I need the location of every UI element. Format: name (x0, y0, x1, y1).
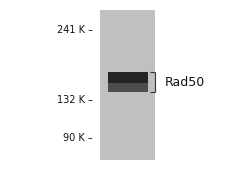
Text: 132 K –: 132 K – (57, 95, 93, 105)
Bar (108, 72, 148, 83)
Bar (100, 10, 155, 160)
Bar (108, 83, 148, 92)
Text: 241 K –: 241 K – (57, 25, 93, 35)
Text: Rad50: Rad50 (165, 75, 205, 89)
Text: 90 K –: 90 K – (63, 133, 93, 143)
